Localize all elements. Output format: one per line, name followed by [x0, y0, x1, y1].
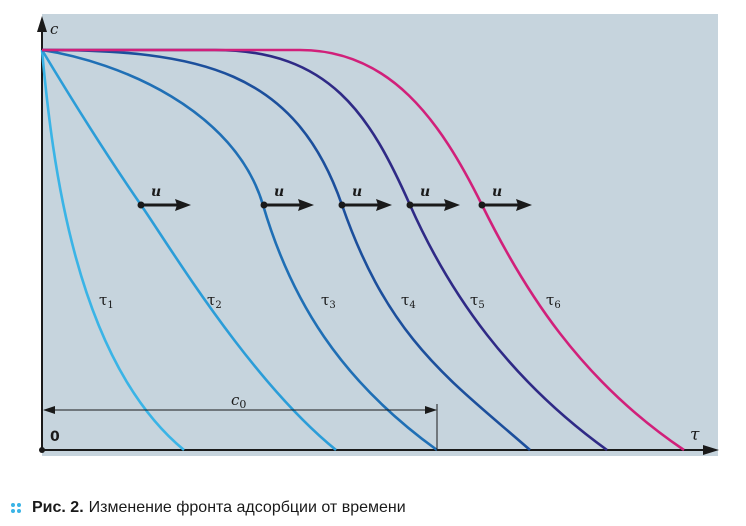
curve-tau-1 [40, 49, 185, 452]
c0-right-arrowhead [425, 406, 437, 414]
figure-caption: Рис. 2. Изменение фронта адсорбции от вр… [10, 496, 406, 520]
y-axis-arrow [37, 16, 47, 32]
velocity-label-5: u [492, 184, 502, 200]
curve-label-tau-4: τ4 [401, 291, 416, 311]
c0-dimension: c0 [43, 391, 438, 450]
y-axis-label: c [50, 20, 59, 38]
origin-dot [39, 447, 45, 453]
velocity-arrow-4: u [406, 184, 460, 211]
velocity-label-1: u [151, 184, 161, 200]
velocity-arrow-1: u [137, 184, 191, 211]
caption-dots-icon [11, 503, 21, 513]
curve-label-tau-6: τ6 [546, 291, 561, 311]
curve-tau-2 [40, 49, 337, 452]
curve-label-tau-5: τ5 [470, 291, 485, 311]
velocity-arrow-3: u [338, 184, 392, 211]
curve-label-tau-3: τ3 [321, 291, 336, 311]
origin-label: 0 [50, 429, 60, 445]
c0-label: c0 [231, 391, 246, 411]
curve-labels: τ1 τ2 τ3 τ4 τ5 τ6 [99, 291, 561, 311]
velocity-arrow-2: u [260, 184, 314, 211]
curve-label-tau-2: τ2 [207, 291, 222, 311]
curve-label-tau-1: τ1 [99, 291, 114, 311]
c0-left-arrowhead [43, 406, 55, 414]
velocity-label-4: u [420, 184, 430, 200]
velocity-label-3: u [352, 184, 362, 200]
x-axis-label: τ [690, 425, 700, 445]
caption-text: Изменение фронта адсорбции от времени [88, 499, 406, 516]
x-axis-arrow [703, 445, 719, 455]
velocity-arrow-5: u [478, 184, 532, 211]
velocity-label-2: u [274, 184, 284, 200]
figure-number: Рис. 2. [32, 499, 84, 516]
